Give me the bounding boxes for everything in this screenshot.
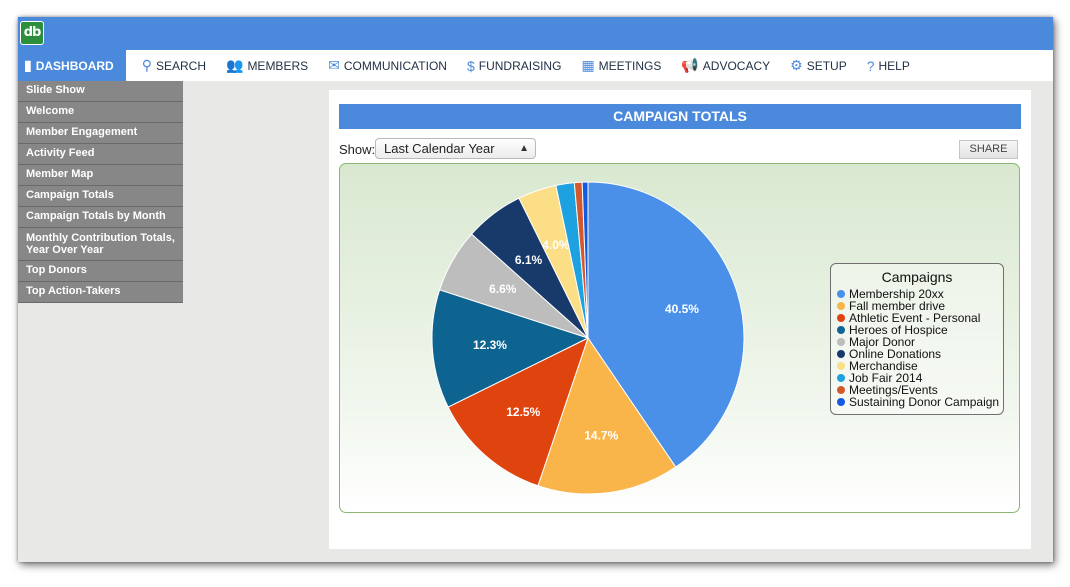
- nav-label: ADVOCACY: [703, 59, 770, 73]
- top-bar: db: [18, 17, 1053, 50]
- nav-advocacy[interactable]: 📢 ADVOCACY: [671, 50, 780, 81]
- nav-label: COMMUNICATION: [344, 59, 447, 73]
- legend-label: Sustaining Donor Campaign: [849, 396, 999, 408]
- share-button[interactable]: SHARE: [959, 140, 1018, 159]
- slice-label: 12.5%: [506, 405, 540, 419]
- app-logo[interactable]: db: [20, 21, 44, 45]
- bar-chart-icon: ▮: [24, 57, 32, 74]
- help-icon: ?: [867, 58, 875, 74]
- legend-swatch: [837, 290, 845, 298]
- nav-fundraising[interactable]: $ FUNDRAISING: [457, 50, 571, 81]
- nav-label: HELP: [879, 59, 910, 73]
- sidebar-item-campaign-totals-by-month[interactable]: Campaign Totals by Month: [18, 207, 183, 228]
- slice-label: 6.6%: [489, 282, 517, 296]
- legend-swatch: [837, 314, 845, 322]
- nav-label: SETUP: [807, 59, 847, 73]
- sidebar-item-welcome[interactable]: Welcome: [18, 102, 183, 123]
- main-nav: ▮ DASHBOARD ⚲ SEARCH 👥 MEMBERS ✉ COMMUNICATION $…: [18, 50, 1053, 81]
- slice-label: 4.0%: [542, 238, 570, 252]
- envelope-icon: ✉: [328, 57, 340, 74]
- legend-swatch: [837, 362, 845, 370]
- nav-label: FUNDRAISING: [479, 59, 562, 73]
- chart-panel: 40.5% 14.7% 12.5% 12.3% 6.6% 6.1% 4.0% Campaig…: [339, 163, 1020, 513]
- slice-label: 12.3%: [473, 338, 507, 352]
- legend-swatch: [837, 374, 845, 382]
- legend-swatch: [837, 350, 845, 358]
- legend-swatch: [837, 302, 845, 310]
- members-icon: 👥: [226, 57, 243, 74]
- nav-label: MEETINGS: [599, 59, 662, 73]
- nav-help[interactable]: ? HELP: [857, 50, 920, 81]
- show-select-value: Last Calendar Year: [384, 141, 495, 156]
- chart-legend: Campaigns Membership 20xx Fall member dri…: [830, 263, 1004, 415]
- slice-label: 40.5%: [665, 302, 699, 316]
- page-title: CAMPAIGN TOTALS: [339, 104, 1021, 129]
- nav-search[interactable]: ⚲ SEARCH: [132, 50, 216, 81]
- search-icon: ⚲: [142, 57, 152, 74]
- sidebar: Slide Show Welcome Member Engagement Activi…: [18, 81, 183, 303]
- sidebar-item-campaign-totals[interactable]: Campaign Totals: [18, 186, 183, 207]
- legend-item[interactable]: Sustaining Donor Campaign: [837, 396, 1003, 408]
- show-label: Show:: [339, 142, 375, 157]
- sidebar-item-member-engagement[interactable]: Member Engagement: [18, 123, 183, 144]
- megaphone-icon: 📢: [681, 57, 698, 74]
- sidebar-item-top-donors[interactable]: Top Donors: [18, 261, 183, 282]
- app-window: db ▮ DASHBOARD ⚲ SEARCH 👥 MEMBERS ✉ COMMUNICATI…: [18, 17, 1053, 562]
- legend-swatch: [837, 386, 845, 394]
- legend-swatch: [837, 338, 845, 346]
- sidebar-item-slide-show[interactable]: Slide Show: [18, 81, 183, 102]
- nav-members[interactable]: 👥 MEMBERS: [216, 50, 318, 81]
- legend-title: Campaigns: [837, 269, 1003, 285]
- nav-label: SEARCH: [156, 59, 206, 73]
- nav-dashboard[interactable]: ▮ DASHBOARD: [18, 50, 126, 81]
- slice-label: 14.7%: [584, 428, 618, 442]
- sidebar-item-top-action-takers[interactable]: Top Action-Takers: [18, 282, 183, 303]
- nav-label: DASHBOARD: [36, 59, 114, 73]
- sidebar-item-activity-feed[interactable]: Activity Feed: [18, 144, 183, 165]
- legend-swatch: [837, 326, 845, 334]
- calendar-icon: ▦: [581, 57, 594, 74]
- main-content: CAMPAIGN TOTALS Show: Last Calendar Year…: [329, 90, 1031, 549]
- sidebar-item-monthly-contribution-totals-year-over-year[interactable]: Monthly Contribution Totals, Year Over Y…: [18, 228, 183, 261]
- dollar-icon: $: [467, 58, 475, 74]
- nav-setup[interactable]: ⚙ SETUP: [780, 50, 857, 81]
- sidebar-item-member-map[interactable]: Member Map: [18, 165, 183, 186]
- gear-icon: ⚙: [790, 57, 803, 74]
- nav-communication[interactable]: ✉ COMMUNICATION: [318, 50, 457, 81]
- show-select[interactable]: Last Calendar Year ▲▼: [375, 138, 536, 159]
- nav-meetings[interactable]: ▦ MEETINGS: [571, 50, 671, 81]
- legend-swatch: [837, 398, 845, 406]
- nav-label: MEMBERS: [247, 59, 308, 73]
- slice-label: 6.1%: [515, 253, 543, 267]
